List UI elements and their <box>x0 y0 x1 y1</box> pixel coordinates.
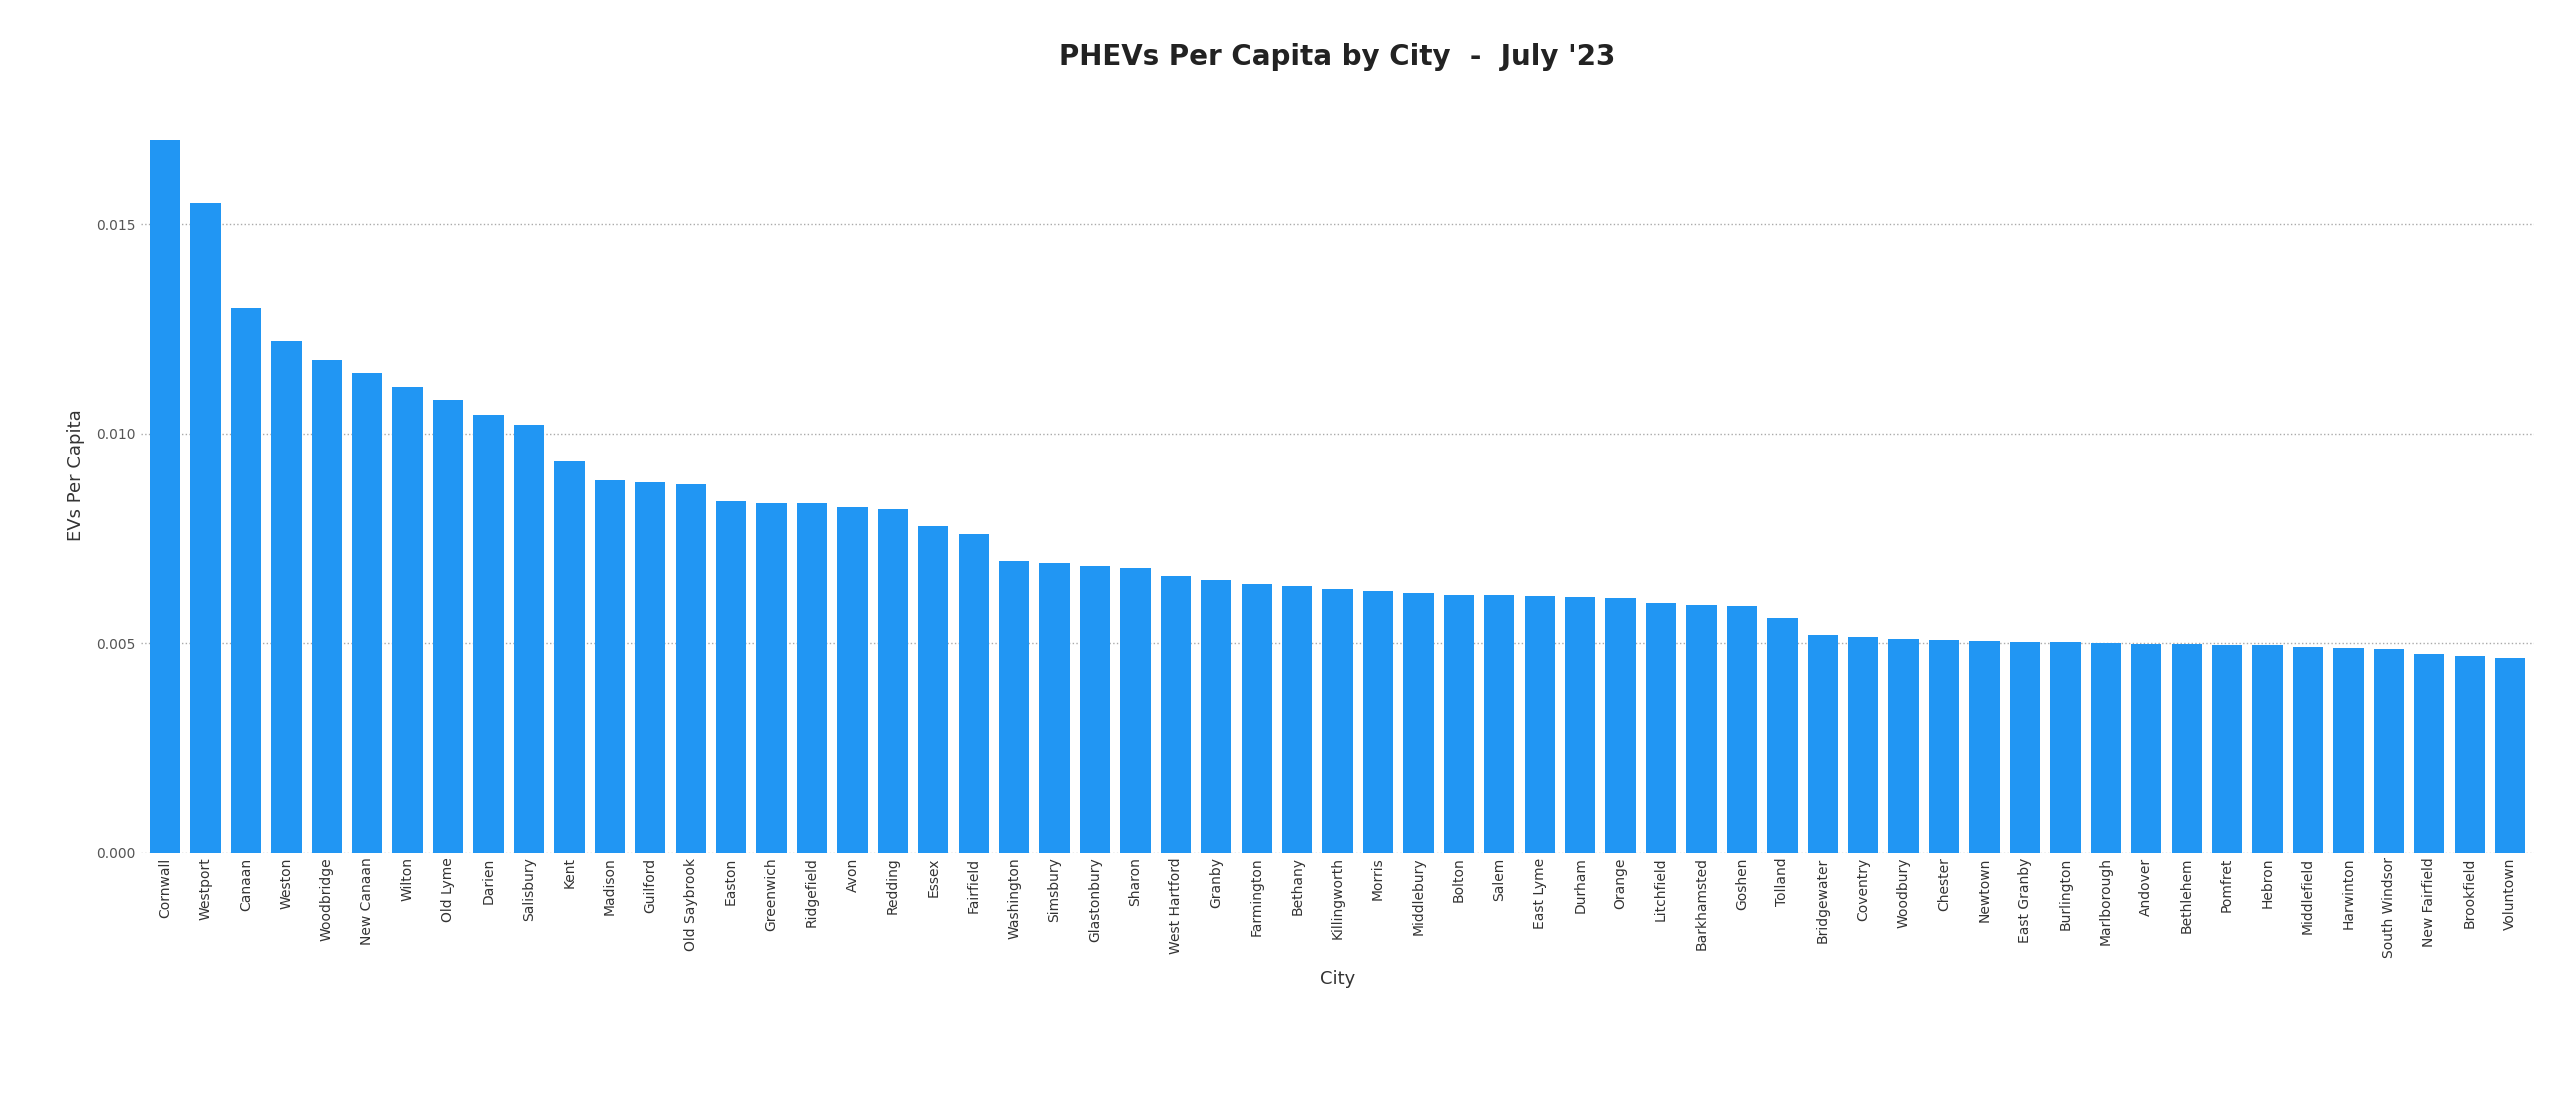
Bar <box>1283 587 1313 853</box>
Bar <box>2010 642 2040 853</box>
Bar <box>1039 564 1070 853</box>
Bar <box>2496 658 2524 853</box>
Bar <box>919 526 947 853</box>
Bar <box>2332 648 2363 853</box>
Bar <box>1324 588 1352 853</box>
Bar <box>353 373 381 853</box>
Bar <box>957 534 988 853</box>
Bar <box>1526 596 1554 853</box>
Bar <box>2212 645 2243 853</box>
Bar <box>474 414 504 853</box>
Bar <box>1687 606 1718 853</box>
Bar <box>1807 635 1838 853</box>
Bar <box>1485 595 1516 853</box>
Bar <box>553 461 584 853</box>
Bar <box>2373 649 2404 853</box>
Bar <box>1605 598 1636 853</box>
Bar <box>1403 592 1434 853</box>
Bar <box>1362 590 1393 853</box>
Bar <box>998 562 1029 853</box>
Bar <box>2130 644 2161 853</box>
Bar <box>594 480 625 853</box>
Bar <box>1889 638 1920 853</box>
Bar <box>2414 654 2445 853</box>
Bar <box>878 509 909 853</box>
Bar <box>230 308 261 853</box>
Bar <box>515 425 545 853</box>
Bar <box>1564 597 1595 853</box>
Bar <box>392 387 422 853</box>
Bar <box>1242 585 1272 853</box>
Bar <box>2455 656 2486 853</box>
Bar <box>717 501 748 853</box>
Bar <box>1928 639 1958 853</box>
Bar <box>796 503 827 853</box>
Bar <box>1444 595 1475 853</box>
Bar <box>1848 637 1879 853</box>
Bar <box>837 507 868 853</box>
Bar <box>2092 643 2122 853</box>
Bar <box>2294 647 2322 853</box>
Bar <box>1201 580 1231 853</box>
Bar <box>1121 567 1149 853</box>
Bar <box>635 482 666 853</box>
Bar <box>1646 603 1677 853</box>
Text: PHEVs Per Capita by City  -  July '23: PHEVs Per Capita by City - July '23 <box>1060 44 1615 71</box>
Bar <box>2051 643 2081 853</box>
Bar <box>1160 576 1190 853</box>
Bar <box>1728 607 1756 853</box>
Bar <box>1969 640 1999 853</box>
Bar <box>755 503 786 853</box>
Bar <box>676 484 707 853</box>
Bar <box>312 361 343 853</box>
X-axis label: City: City <box>1321 969 1354 987</box>
Bar <box>271 341 302 853</box>
Y-axis label: EVs Per Capita: EVs Per Capita <box>67 410 84 541</box>
Bar <box>2171 644 2202 853</box>
Bar <box>151 140 179 853</box>
Bar <box>189 203 220 853</box>
Bar <box>433 400 463 853</box>
Bar <box>1080 565 1111 853</box>
Bar <box>2253 645 2284 853</box>
Bar <box>1766 618 1797 853</box>
